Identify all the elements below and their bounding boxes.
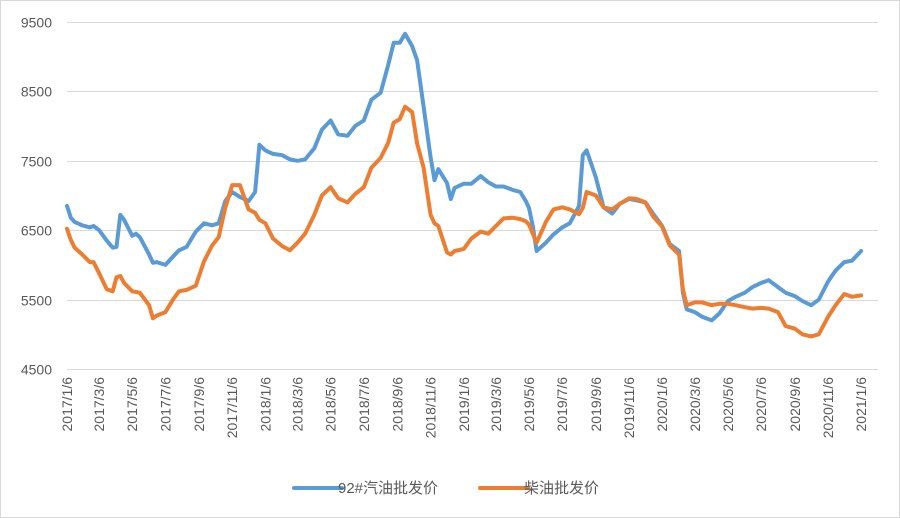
y-tick-label: 7500 (21, 154, 52, 170)
x-tick-label: 2017/7/6 (157, 377, 173, 432)
x-tick-label: 2019/5/6 (521, 377, 537, 432)
x-tick-label: 2017/5/6 (124, 377, 140, 432)
y-tick-label: 8500 (21, 84, 52, 100)
x-tick-label: 2018/3/6 (290, 377, 306, 432)
legend: 92#汽油批发价 柴油批发价 (292, 480, 599, 497)
x-tick-label: 2017/11/6 (224, 377, 240, 438)
x-tick-label: 2020/5/6 (720, 377, 736, 432)
x-tick-label: 2017/3/6 (91, 377, 107, 432)
x-tick-label: 2018/7/6 (356, 377, 372, 432)
series-line-1 (65, 31, 864, 323)
x-tick-label: 2019/1/6 (456, 377, 472, 432)
x-tick-label: 2018/11/6 (423, 377, 439, 438)
x-tick-label: 2021/1/6 (853, 377, 869, 432)
series-line-2 (65, 104, 864, 339)
y-tick-label: 4500 (21, 362, 52, 378)
gridlines (67, 22, 878, 370)
x-axis-ticks: 2017/1/6 2017/3/6 2017/5/6 2017/7/6 2017/9/6… (59, 377, 869, 438)
series-lines (65, 31, 864, 339)
x-tick-label: 2019/7/6 (554, 377, 570, 432)
x-tick-label: 2020/11/6 (820, 377, 836, 438)
y-tick-label: 6500 (21, 223, 52, 239)
legend-label: 柴油批发价 (524, 480, 599, 497)
y-tick-label: 5500 (21, 293, 52, 309)
x-tick-label: 2018/5/6 (323, 377, 339, 432)
x-tick-label: 2019/3/6 (488, 377, 504, 432)
y-tick-label: 9500 (21, 15, 52, 31)
x-tick-label: 2017/9/6 (191, 377, 207, 432)
x-tick-label: 2019/9/6 (588, 377, 604, 432)
x-tick-label: 2020/7/6 (753, 377, 769, 432)
legend-label: 92#汽油批发价 (338, 480, 438, 497)
x-tick-label: 2017/1/6 (59, 377, 75, 432)
x-tick-label: 2019/11/6 (621, 377, 637, 438)
x-tick-label: 2020/1/6 (654, 377, 670, 432)
x-tick-label: 2018/9/6 (390, 377, 406, 432)
x-tick-label: 2020/9/6 (787, 377, 803, 432)
x-tick-label: 2018/1/6 (257, 377, 273, 432)
y-axis-ticks: 4500 5500 6500 7500 8500 9500 (21, 15, 52, 378)
x-tick-label: 2020/3/6 (687, 377, 703, 432)
